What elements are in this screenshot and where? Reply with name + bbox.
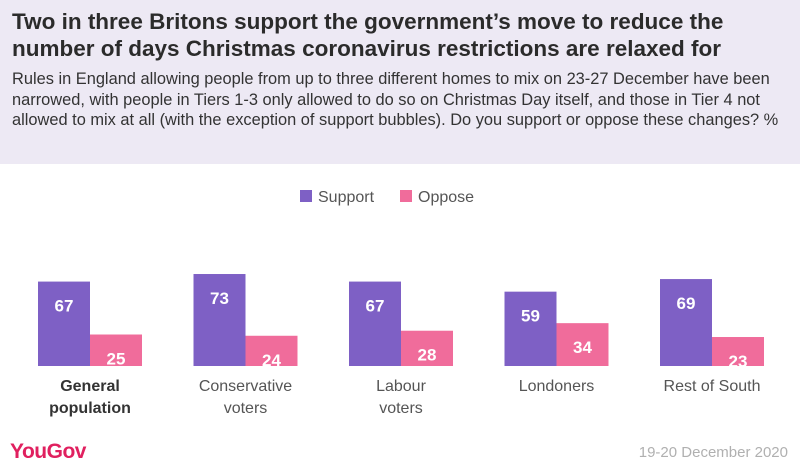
- category-label-2-line-0: Labour: [376, 378, 426, 395]
- bar-value-support-0: 67: [55, 297, 74, 316]
- legend-label-oppose: Oppose: [418, 189, 474, 206]
- bar-value-oppose-4: 23: [729, 352, 748, 371]
- bar-support-4: [660, 279, 712, 366]
- legend-swatch-support: [300, 190, 312, 202]
- header-band: Two in three Britons support the governm…: [0, 0, 800, 164]
- category-label-1-line-0: Conservative: [199, 378, 292, 395]
- legend-swatch-oppose: [400, 190, 412, 202]
- bar-oppose-3: [556, 323, 609, 366]
- bar-support-0: [38, 281, 90, 366]
- survey-date: 19-20 December 2020: [638, 444, 788, 461]
- bar-support-3: [504, 291, 557, 366]
- bar-oppose-2: [401, 330, 453, 366]
- bar-oppose-4: [712, 337, 764, 366]
- category-label-1-line-1: voters: [224, 400, 268, 417]
- category-label-3-line-0: Londoners: [519, 378, 595, 395]
- chart-subtitle: Rules in England allowing people from up…: [12, 70, 779, 129]
- bar-value-oppose-1: 24: [262, 351, 281, 370]
- chart-title: Two in three Britons support the governm…: [12, 9, 724, 61]
- bar-support-2: [349, 281, 401, 366]
- bar-value-support-1: 73: [210, 289, 229, 308]
- bar-value-oppose-0: 25: [107, 350, 126, 369]
- category-label-2-line-1: voters: [379, 400, 423, 417]
- bar-value-support-2: 67: [366, 297, 385, 316]
- category-label-0-line-0: General: [60, 378, 120, 395]
- yougov-logo: YouGov: [10, 440, 86, 463]
- bar-value-oppose-2: 28: [418, 346, 437, 365]
- category-label-0-line-1: population: [49, 400, 131, 417]
- bar-oppose-0: [90, 334, 142, 366]
- bar-support-1: [193, 274, 246, 366]
- bar-value-oppose-3: 34: [573, 338, 592, 357]
- bar-value-support-3: 59: [521, 307, 540, 326]
- category-label-4-line-0: Rest of South: [664, 378, 761, 395]
- bar-chart: Support Oppose 67 25 General population 73 24 Co…: [38, 189, 764, 417]
- bar-value-support-4: 69: [677, 294, 696, 313]
- legend-label-support: Support: [318, 189, 375, 206]
- bar-oppose-1: [245, 335, 298, 366]
